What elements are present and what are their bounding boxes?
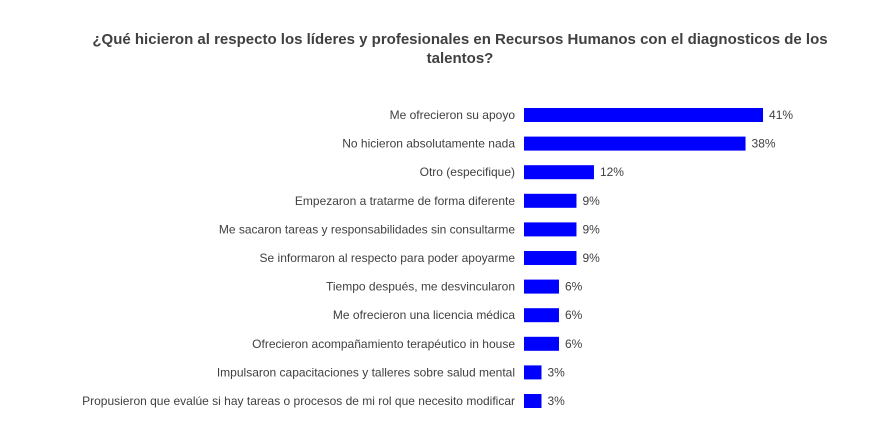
category-label: No hicieron absolutamente nada [342, 137, 515, 151]
bar [524, 136, 746, 151]
data-label: 3% [547, 394, 565, 408]
category-label: Se informaron al respecto para poder apo… [260, 251, 516, 265]
category-label: Empezaron a tratarme de forma diferente [295, 194, 515, 208]
data-label: 3% [547, 365, 565, 379]
bar [524, 108, 764, 122]
bar [524, 165, 594, 180]
data-label: 6% [565, 337, 583, 351]
category-label: Me ofrecieron una licencia médica [333, 308, 515, 322]
category-label: Otro (especifique) [420, 165, 515, 179]
chart-title: ¿Qué hicieron al respecto los líderes y … [92, 31, 828, 67]
category-label: Me sacaron tareas y responsabilidades si… [219, 222, 515, 236]
category-label: Impulsaron capacitaciones y talleres sob… [217, 365, 515, 379]
category-label: Me ofrecieron su apoyo [390, 108, 516, 122]
data-label: 9% [582, 251, 600, 265]
bar [524, 279, 559, 294]
bar [524, 193, 577, 208]
category-label: Propusieron que evalúe si hay tareas o p… [82, 394, 515, 408]
bar [524, 251, 577, 265]
data-label: 12% [600, 165, 624, 179]
bar [524, 308, 559, 323]
category-label: Tiempo después, me desvincularon [326, 280, 515, 294]
data-label: 9% [582, 222, 600, 236]
bar [524, 365, 542, 380]
data-label: 9% [582, 194, 600, 208]
data-label: 38% [752, 137, 776, 151]
data-label: 41% [769, 108, 793, 122]
bar [524, 336, 559, 351]
bar [524, 394, 542, 408]
data-label: 6% [565, 308, 583, 322]
category-label: Ofrecieron acompañamiento terapéutico in… [252, 337, 515, 351]
bar [524, 222, 577, 237]
data-label: 6% [565, 280, 583, 294]
